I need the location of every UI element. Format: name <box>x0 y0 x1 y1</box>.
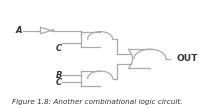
Text: OUT: OUT <box>177 54 198 63</box>
Text: C: C <box>56 78 62 87</box>
Text: C: C <box>56 44 62 53</box>
Text: A: A <box>16 26 22 35</box>
Text: Figure 1.8: Another combinational logic circuit.: Figure 1.8: Another combinational logic … <box>12 99 183 105</box>
Text: B: B <box>56 71 62 80</box>
